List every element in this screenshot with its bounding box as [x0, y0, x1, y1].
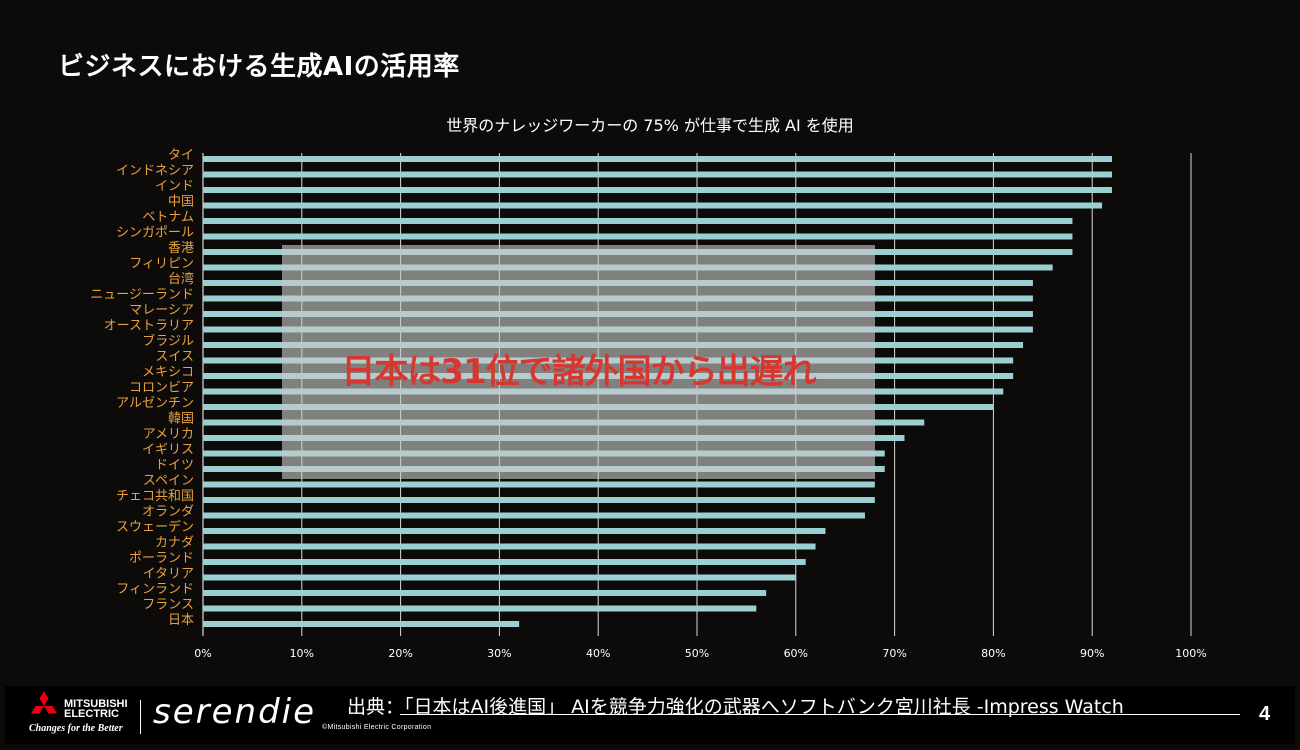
source-underline: [400, 714, 1240, 715]
category-label: カナダ: [155, 536, 194, 551]
category-label: マレーシア: [129, 303, 194, 318]
x-tick-labels: 0% 10% 20% 30% 40% 50% 60% 70% 80% 90% 100%: [194, 647, 1206, 660]
bar: [203, 202, 1103, 209]
category-label: アメリカ: [143, 427, 194, 442]
category-label: オランダ: [142, 505, 194, 520]
mitsubishi-logo-text: MITSUBISHI ELECTRIC: [64, 698, 128, 720]
category-label: タイ: [168, 148, 194, 163]
category-label: 日本: [168, 613, 194, 628]
category-label: アルゼンチン: [116, 396, 194, 411]
logo-line2: ELECTRIC: [64, 708, 119, 720]
bar: [203, 590, 767, 596]
category-label: ポーランド: [129, 551, 194, 566]
x-tick-label: 50%: [685, 647, 709, 660]
x-tick-label: 30%: [487, 647, 511, 660]
category-label: シンガポール: [116, 226, 194, 241]
category-label: スイス: [155, 350, 194, 365]
x-tick-label: 90%: [1080, 647, 1104, 660]
category-label: ブラジル: [142, 333, 194, 349]
category-label: ベトナム: [142, 210, 194, 225]
page-title: ビジネスにおける生成AIの活用率: [58, 52, 460, 82]
copyright-text: ©Mitsubishi Electric Corporation: [322, 724, 432, 731]
category-label: フランス: [142, 598, 194, 613]
bar: [203, 481, 875, 488]
bar: [203, 171, 1112, 178]
category-label: フィンランド: [116, 582, 194, 597]
category-label: 台湾: [168, 271, 194, 287]
x-tick-label: 80%: [981, 647, 1005, 660]
bar: [203, 218, 1073, 224]
highlight-overlay: [282, 245, 875, 479]
category-label: オーストラリア: [104, 319, 194, 334]
category-label: 香港: [168, 241, 194, 256]
bar: [203, 528, 826, 534]
source-link[interactable]: 出典：「日本はAI後進国」 AIを競争力強化の武器へソフトバンク宮川社長 -Im…: [347, 696, 1124, 718]
category-labels: タイインドネシアインド中国ベトナムシンガポール香港フィリピン台湾ニュージーランド…: [90, 148, 194, 628]
x-tick-label: 10%: [290, 647, 314, 660]
bar: [203, 497, 875, 503]
category-label: メキシコ: [142, 365, 194, 380]
category-label: チェコ共和国: [116, 489, 194, 504]
category-label: イタリア: [143, 567, 194, 582]
x-tick-label: 100%: [1175, 647, 1206, 660]
bar: [203, 543, 816, 550]
logo-tagline: Changes for the Better: [29, 723, 123, 734]
bar: [203, 187, 1112, 193]
x-tick-label: 20%: [388, 647, 412, 660]
x-tick-label: 70%: [882, 647, 906, 660]
bar: [203, 605, 757, 612]
footer-divider: [140, 700, 141, 734]
category-label: フィリピン: [129, 257, 194, 272]
x-tick-label: 40%: [586, 647, 610, 660]
category-label: 韓国: [168, 412, 194, 427]
category-label: インドネシア: [116, 164, 194, 179]
x-tick-label: 60%: [784, 647, 808, 660]
bar: [203, 559, 806, 565]
logo-line1: MITSUBISHI: [64, 698, 128, 710]
bar: [203, 233, 1073, 240]
chart-title: 世界のナレッジワーカーの 75% が仕事で生成 AI を使用: [446, 116, 854, 135]
x-tick-label: 0%: [194, 647, 211, 660]
category-label: コロンビア: [129, 381, 194, 396]
footer-bar: [5, 686, 1295, 744]
bar: [203, 574, 796, 581]
category-label: スウェーデン: [116, 519, 194, 535]
category-label: スペイン: [143, 474, 194, 489]
category-label: イギリス: [142, 443, 194, 458]
bar: [203, 512, 865, 519]
bar: [203, 156, 1112, 162]
category-label: ニュージーランド: [90, 288, 194, 303]
category-label: 中国: [168, 195, 194, 210]
serendie-logo: serendie: [153, 692, 317, 732]
overlay-callout: 日本は31位で諸外国から出遅れ: [341, 352, 816, 392]
bar: [203, 621, 520, 627]
page-number: 4: [1259, 703, 1271, 725]
category-label: インド: [155, 179, 194, 194]
mitsubishi-diamonds-icon: [31, 691, 57, 714]
category-label: ドイツ: [155, 458, 194, 473]
